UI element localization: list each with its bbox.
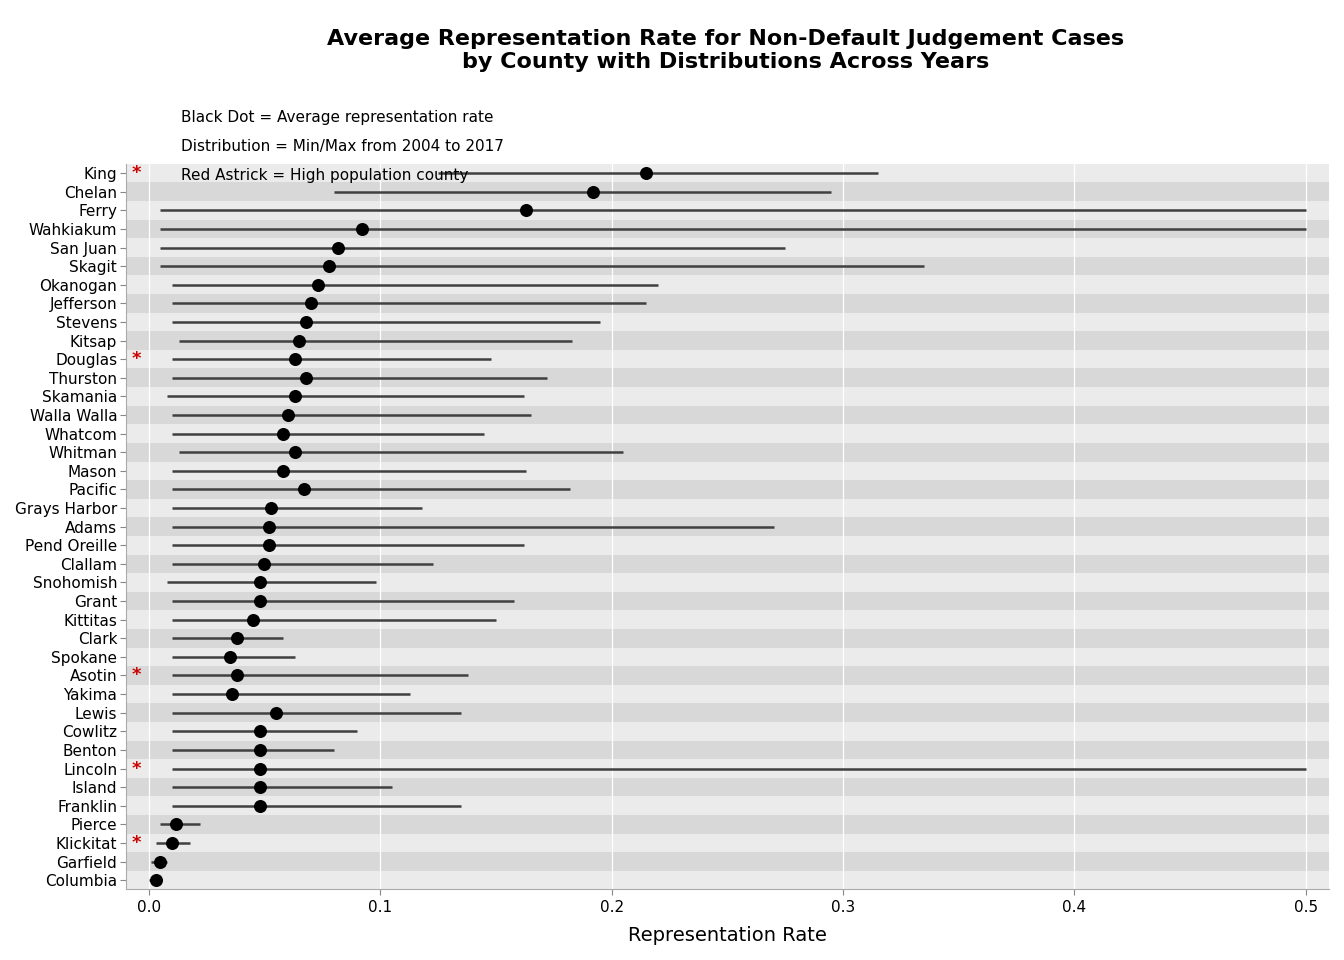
- Point: [293, 482, 314, 497]
- Bar: [125, 666, 1329, 684]
- Point: [277, 407, 298, 422]
- Bar: [125, 797, 1329, 815]
- Text: *: *: [132, 666, 141, 684]
- Text: *: *: [132, 164, 141, 182]
- Point: [319, 258, 340, 274]
- Bar: [125, 517, 1329, 536]
- Bar: [125, 759, 1329, 778]
- Point: [222, 686, 243, 702]
- Point: [149, 853, 171, 869]
- Point: [306, 277, 328, 293]
- Bar: [125, 313, 1329, 331]
- Bar: [125, 648, 1329, 666]
- Bar: [125, 833, 1329, 852]
- Bar: [125, 294, 1329, 313]
- Bar: [125, 740, 1329, 759]
- Point: [249, 742, 270, 757]
- Text: Distribution = Min/Max from 2004 to 2017: Distribution = Min/Max from 2004 to 2017: [181, 139, 504, 155]
- Bar: [125, 722, 1329, 740]
- Point: [261, 500, 282, 516]
- Point: [296, 371, 317, 386]
- Text: *: *: [132, 834, 141, 852]
- Point: [219, 649, 241, 664]
- Point: [284, 351, 305, 367]
- Bar: [125, 443, 1329, 462]
- Bar: [125, 480, 1329, 499]
- Point: [289, 333, 310, 348]
- Point: [284, 444, 305, 460]
- Bar: [125, 424, 1329, 443]
- Bar: [125, 629, 1329, 648]
- Point: [351, 221, 372, 236]
- Point: [296, 314, 317, 329]
- Text: Black Dot = Average representation rate: Black Dot = Average representation rate: [181, 110, 495, 126]
- Point: [258, 538, 280, 553]
- Point: [249, 798, 270, 813]
- Point: [582, 184, 603, 200]
- Point: [636, 165, 657, 180]
- Bar: [125, 555, 1329, 573]
- Bar: [125, 704, 1329, 722]
- Text: *: *: [132, 759, 141, 778]
- Text: Red Astrick = High population county: Red Astrick = High population county: [181, 168, 469, 183]
- Bar: [125, 852, 1329, 871]
- Bar: [125, 815, 1329, 833]
- Point: [249, 593, 270, 609]
- Bar: [125, 387, 1329, 406]
- Point: [249, 575, 270, 590]
- Bar: [125, 201, 1329, 220]
- Text: Average Representation Rate for Non-Default Judgement Cases
by County with Distr: Average Representation Rate for Non-Defa…: [327, 29, 1125, 72]
- Bar: [125, 684, 1329, 704]
- Bar: [125, 220, 1329, 238]
- Bar: [125, 871, 1329, 890]
- Point: [300, 296, 321, 311]
- Point: [284, 389, 305, 404]
- Point: [328, 240, 349, 255]
- Bar: [125, 536, 1329, 555]
- Point: [258, 519, 280, 535]
- Point: [145, 873, 167, 888]
- Bar: [125, 499, 1329, 517]
- Bar: [125, 182, 1329, 201]
- Point: [249, 761, 270, 777]
- Point: [273, 463, 294, 478]
- Point: [515, 203, 536, 218]
- Point: [226, 668, 247, 684]
- Bar: [125, 369, 1329, 387]
- Point: [249, 724, 270, 739]
- Point: [254, 556, 276, 571]
- Point: [242, 612, 263, 627]
- Bar: [125, 276, 1329, 294]
- Point: [165, 817, 187, 832]
- Bar: [125, 238, 1329, 257]
- X-axis label: Representation Rate: Representation Rate: [628, 926, 827, 945]
- Bar: [125, 573, 1329, 591]
- Bar: [125, 164, 1329, 182]
- Point: [273, 426, 294, 442]
- Bar: [125, 349, 1329, 369]
- Bar: [125, 611, 1329, 629]
- Point: [226, 631, 247, 646]
- Bar: [125, 257, 1329, 276]
- Bar: [125, 331, 1329, 349]
- Point: [265, 705, 286, 720]
- Point: [249, 780, 270, 795]
- Bar: [125, 462, 1329, 480]
- Point: [161, 835, 183, 851]
- Bar: [125, 406, 1329, 424]
- Bar: [125, 778, 1329, 797]
- Text: *: *: [132, 350, 141, 369]
- Bar: [125, 591, 1329, 611]
